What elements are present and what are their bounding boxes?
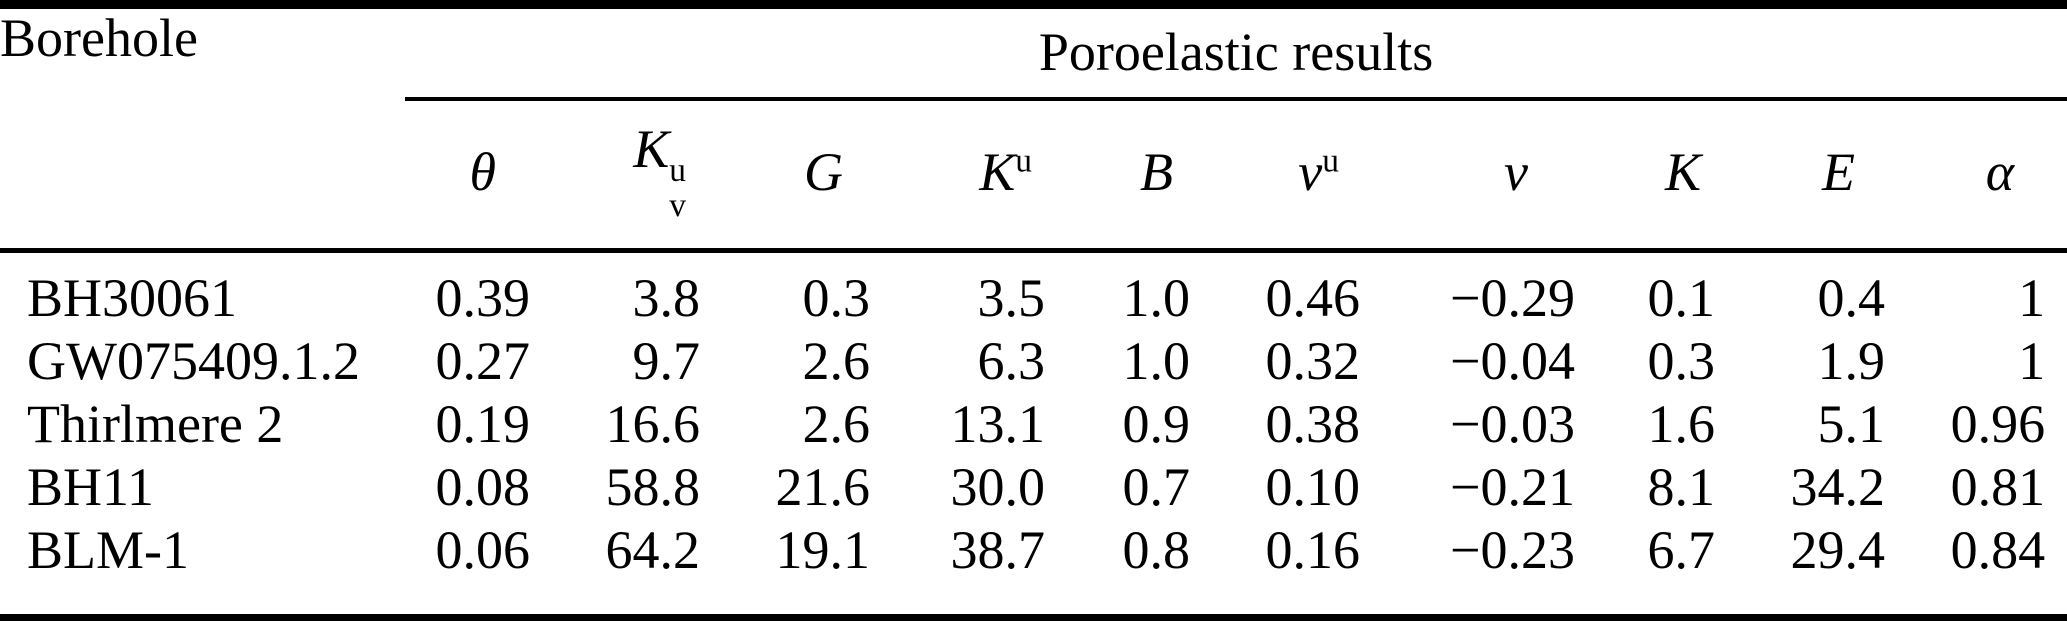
cell-K-v-u: 9.7 xyxy=(632,331,701,392)
cell-B: 0.9 xyxy=(1122,394,1191,455)
col-header-K: K xyxy=(1575,101,1715,254)
cell-K-v-u: 58.8 xyxy=(605,457,701,518)
borehole-cell: BH30061 xyxy=(27,268,238,329)
cell-nu-u: 0.10 xyxy=(1265,457,1361,518)
cell-E: 0.4 xyxy=(1817,268,1886,329)
borehole-cell: BH11 xyxy=(27,457,155,518)
symbol-base: ν xyxy=(1298,141,1323,202)
borehole-cell: GW075409.1.2 xyxy=(27,331,360,392)
borehole-cell: Thirlmere 2 xyxy=(27,394,284,455)
group-header-row: Borehole Poroelastic results xyxy=(0,5,2067,101)
cell-K-v-u: 16.6 xyxy=(605,394,701,455)
cell-alpha: 1 xyxy=(2018,268,2046,329)
table-row: BH11 0.08 58.8 21.6 30.0 0.7 0.10 −0.21 8.1 34.2 0… xyxy=(0,456,2067,519)
col-header-E: E xyxy=(1715,101,1885,254)
cell-alpha: 0.96 xyxy=(1950,394,2046,455)
cell-K-v-u: 64.2 xyxy=(605,520,701,581)
symbol-superscript: u xyxy=(1322,142,1339,180)
cell-theta: 0.27 xyxy=(435,331,531,392)
cell-nu-u: 0.16 xyxy=(1265,520,1361,581)
cell-B: 0.8 xyxy=(1122,520,1191,581)
cell-alpha: 0.81 xyxy=(1950,457,2046,518)
symbol-base: ν xyxy=(1504,141,1528,202)
cell-K: 0.1 xyxy=(1647,268,1716,329)
symbol-base: E xyxy=(1822,141,1855,202)
col-header-nu: ν xyxy=(1360,101,1575,254)
cell-K: 8.1 xyxy=(1647,457,1716,518)
cell-nu: −0.04 xyxy=(1450,331,1575,392)
borehole-column-header: Borehole xyxy=(0,8,198,68)
symbol-base: α xyxy=(1985,141,2015,202)
cell-nu-u: 0.38 xyxy=(1265,394,1361,455)
cell-nu: −0.21 xyxy=(1450,457,1575,518)
cell-K-u: 6.3 xyxy=(977,331,1046,392)
cell-K: 0.3 xyxy=(1647,331,1716,392)
cell-K-u: 30.0 xyxy=(950,457,1046,518)
cell-nu: −0.03 xyxy=(1450,394,1575,455)
cell-B: 0.7 xyxy=(1122,457,1191,518)
symbol-superscript: u xyxy=(1015,142,1032,180)
table-row: BLM-1 0.06 64.2 19.1 38.7 0.8 0.16 −0.23 6.7 29.4… xyxy=(0,519,2067,618)
cell-G: 2.6 xyxy=(802,394,871,455)
cell-theta: 0.19 xyxy=(435,394,531,455)
cell-K: 6.7 xyxy=(1647,520,1716,581)
col-header-G: G xyxy=(700,101,870,254)
cell-G: 21.6 xyxy=(775,457,871,518)
cell-E: 1.9 xyxy=(1817,331,1886,392)
borehole-cell: BLM-1 xyxy=(27,520,189,581)
cell-K-v-u: 3.8 xyxy=(632,268,701,329)
group-header-label: Poroelastic results xyxy=(405,9,2067,101)
table-body: BH30061 0.39 3.8 0.3 3.5 1.0 0.46 −0.29 0.1 0.4 1 G… xyxy=(0,251,2067,618)
cell-K: 1.6 xyxy=(1647,394,1716,455)
cell-G: 2.6 xyxy=(802,331,871,392)
col-header-B: B xyxy=(1045,101,1190,254)
cell-alpha: 1 xyxy=(2018,331,2046,392)
symbol-base: θ xyxy=(469,141,496,202)
cell-K-u: 13.1 xyxy=(950,394,1046,455)
cell-G: 19.1 xyxy=(775,520,871,581)
group-header-cell: Poroelastic results xyxy=(355,5,2067,101)
cell-nu-u: 0.32 xyxy=(1265,331,1361,392)
cell-G: 0.3 xyxy=(802,268,871,329)
col-header-K-u: Ku xyxy=(870,101,1045,254)
symbol-base: G xyxy=(804,141,843,202)
cell-B: 1.0 xyxy=(1122,331,1191,392)
table-row: BH30061 0.39 3.8 0.3 3.5 1.0 0.46 −0.29 0.1 0.4 1 xyxy=(0,251,2067,331)
table-row: GW075409.1.2 0.27 9.7 2.6 6.3 1.0 0.32 −0.04 0.3… xyxy=(0,330,2067,393)
cell-K-u: 3.5 xyxy=(977,268,1046,329)
cell-nu: −0.23 xyxy=(1450,520,1575,581)
symbol-base: K xyxy=(633,119,670,179)
cell-nu-u: 0.46 xyxy=(1265,268,1361,329)
cell-theta: 0.06 xyxy=(435,520,531,581)
symbol-base: K xyxy=(979,141,1016,202)
cell-E: 5.1 xyxy=(1817,394,1886,455)
cell-alpha: 0.84 xyxy=(1950,520,2046,581)
cell-theta: 0.08 xyxy=(435,457,531,518)
cell-theta: 0.39 xyxy=(435,268,531,329)
cell-nu: −0.29 xyxy=(1450,268,1575,329)
cell-B: 1.0 xyxy=(1122,268,1191,329)
symbol-base: B xyxy=(1140,141,1173,202)
col-header-theta: θ xyxy=(355,101,530,254)
cell-E: 34.2 xyxy=(1790,457,1886,518)
cell-E: 29.4 xyxy=(1790,520,1886,581)
table-row: Thirlmere 2 0.19 16.6 2.6 13.1 0.9 0.38 −0.03 1.… xyxy=(0,393,2067,456)
cell-K-u: 38.7 xyxy=(950,520,1046,581)
col-header-alpha: α xyxy=(1885,101,2067,254)
empty-header-cell xyxy=(0,101,355,254)
col-header-nu-u: νu xyxy=(1190,101,1360,254)
symbol-base: K xyxy=(1664,141,1701,202)
